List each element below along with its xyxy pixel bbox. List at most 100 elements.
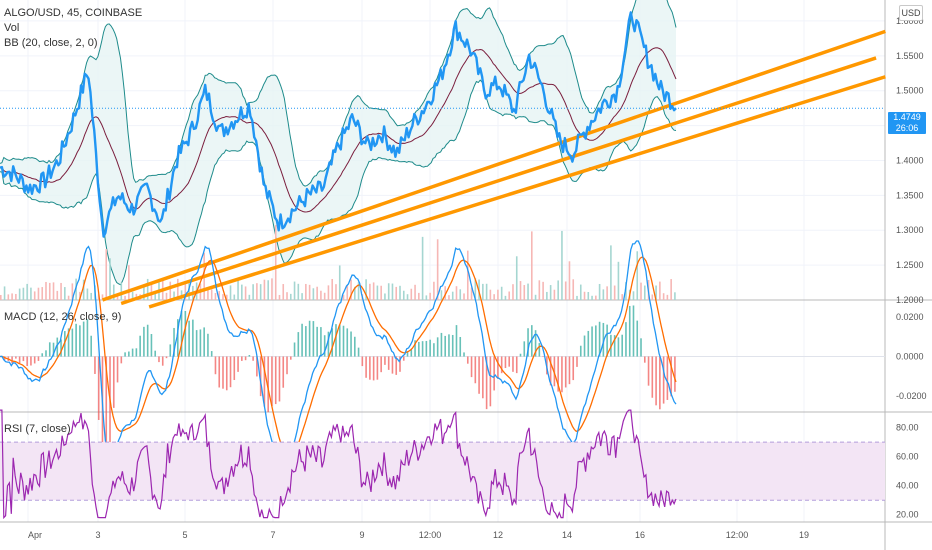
volume-bar — [369, 283, 371, 300]
volume-bar — [320, 290, 322, 300]
macd-histogram-bar — [478, 356, 480, 394]
symbol-title[interactable]: ALGO/USD, 45, COINBASE — [4, 7, 143, 19]
volume-bar — [56, 290, 59, 300]
macd-histogram-bar — [90, 335, 92, 357]
macd-histogram-bar — [248, 355, 251, 357]
volume-bar — [384, 293, 386, 300]
volume-bar — [293, 281, 296, 300]
volume-bar — [263, 279, 266, 300]
volume-bar — [169, 281, 172, 300]
macd-histogram-bar — [346, 328, 349, 357]
volume-bar — [41, 287, 44, 300]
macd-histogram-bar — [48, 342, 51, 357]
volume-bar — [154, 293, 157, 300]
macd-histogram-bar — [485, 356, 488, 410]
volume-bar — [312, 288, 315, 300]
bollinger-basis — [0, 47, 677, 213]
volume-legend[interactable]: Vol — [4, 22, 20, 34]
volume-bar — [542, 281, 544, 300]
macd-histogram-bar — [655, 356, 657, 406]
volume-bar — [109, 258, 111, 300]
rsi-tick-label: 80.00 — [896, 423, 919, 433]
volume-bar — [177, 278, 179, 300]
volume-bar — [500, 286, 503, 300]
macd-histogram-bar — [71, 328, 74, 357]
macd-legend[interactable]: MACD (12, 26, close, 9) — [4, 311, 122, 323]
macd-histogram-bar — [531, 325, 533, 357]
volume-bar — [165, 292, 168, 300]
volume-bar — [267, 280, 269, 300]
macd-histogram-bar — [214, 356, 217, 375]
volume-bar — [489, 289, 492, 300]
macd-histogram-bar — [365, 356, 367, 378]
volume-bar — [568, 261, 571, 300]
macd-histogram-bar — [647, 356, 650, 386]
volume-bar — [11, 293, 13, 300]
volume-bar — [323, 292, 326, 300]
volume-bar — [225, 294, 228, 300]
volume-bar — [546, 291, 548, 300]
volume-bar — [45, 281, 47, 300]
volume-bar — [485, 283, 488, 300]
volume-bar — [659, 281, 661, 300]
volume-bar — [444, 286, 446, 300]
volume-bar — [354, 286, 356, 300]
rsi-line — [0, 409, 677, 520]
volume-bar — [79, 291, 81, 300]
macd-histogram-bar — [576, 356, 578, 367]
macd-histogram-bar — [271, 356, 273, 406]
macd-histogram-bar — [312, 321, 315, 357]
macd-histogram-bar — [218, 356, 221, 388]
macd-histogram-bar — [75, 323, 77, 357]
macd-histogram-bar — [67, 328, 70, 357]
macd-histogram-bar — [41, 353, 44, 357]
volume-bar — [214, 293, 217, 300]
time-tick-label: 14 — [562, 530, 572, 540]
trendline-3 — [148, 75, 886, 309]
macd-histogram-bar — [395, 356, 398, 375]
volume-bar — [3, 286, 6, 300]
macd-histogram-bar — [429, 339, 431, 357]
macd-histogram-bar — [97, 356, 100, 420]
macd-histogram-bar — [320, 327, 322, 357]
macd-histogram-bar — [22, 356, 25, 362]
bollinger-legend[interactable]: BB (20, close, 2, 0) — [4, 37, 98, 49]
macd-histogram-bar — [30, 356, 32, 366]
macd-histogram-bar — [515, 356, 518, 374]
volume-bar — [561, 230, 563, 300]
macd-histogram-bar — [293, 342, 296, 357]
volume-bar — [67, 295, 70, 300]
currency-button[interactable]: USD — [899, 5, 923, 21]
macd-histogram-bar — [628, 305, 631, 357]
macd-histogram-bar — [207, 333, 209, 357]
rsi-tick-label: 20.00 — [896, 510, 919, 520]
volume-bar — [37, 287, 40, 300]
volume-bar — [636, 251, 639, 300]
volume-bar — [0, 294, 2, 300]
volume-bar — [515, 256, 518, 300]
macd-histogram-bar — [670, 356, 672, 397]
volume-bar — [365, 279, 367, 300]
macd-histogram-bar — [598, 321, 601, 357]
macd-histogram-bar — [527, 328, 529, 357]
macd-histogram-bar — [636, 320, 639, 357]
macd-histogram-bar — [414, 340, 416, 357]
volume-bar — [244, 286, 247, 300]
volume-bar — [504, 295, 507, 300]
volume-bar — [301, 293, 303, 300]
macd-histogram-bar — [572, 356, 575, 381]
trendline-2 — [120, 56, 877, 306]
macd-histogram-bar — [323, 335, 326, 357]
rsi-legend[interactable]: RSI (7, close) — [4, 423, 71, 435]
macd-histogram-bar — [564, 356, 567, 388]
macd-histogram-bar — [165, 356, 168, 359]
macd-histogram-bar — [557, 356, 559, 392]
volume-bar — [274, 225, 277, 300]
rsi-tick-label: 60.00 — [896, 452, 919, 462]
macd-histogram-bar — [146, 324, 149, 357]
macd-histogram-bar — [161, 356, 164, 366]
volume-bar — [342, 294, 345, 300]
volume-bar — [666, 294, 669, 300]
volume-bar — [591, 295, 593, 300]
